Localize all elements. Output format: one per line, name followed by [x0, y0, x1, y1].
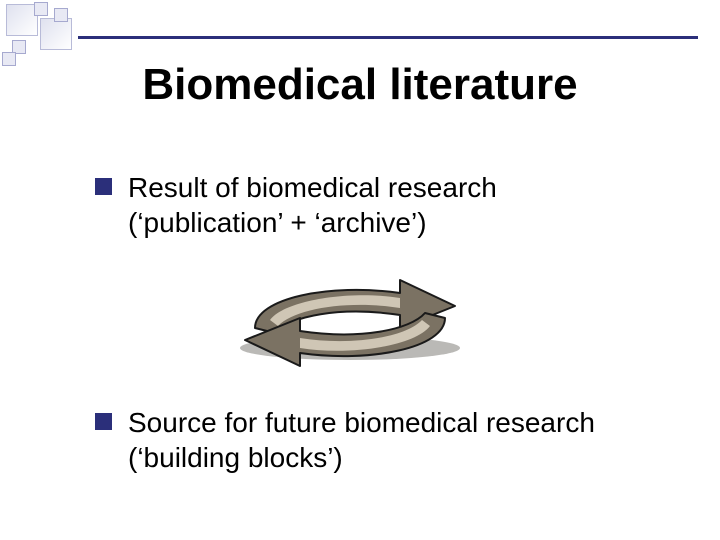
bullet-text-2: Source for future biomedical research (‘…	[128, 405, 635, 475]
cycle-arrows-graphic	[200, 278, 500, 368]
slide: Biomedical literature Result of biomedic…	[0, 0, 720, 540]
bullet-item-2: Source for future biomedical research (‘…	[95, 405, 635, 475]
bullet-marker-icon	[95, 413, 112, 430]
bullet-block-2: Source for future biomedical research (‘…	[95, 405, 635, 475]
bullet-text-1: Result of biomedical research (‘publicat…	[128, 170, 635, 240]
bullet-marker-icon	[95, 178, 112, 195]
corner-square-small-1	[34, 2, 48, 16]
bullet-block-1: Result of biomedical research (‘publicat…	[95, 170, 635, 240]
top-rule	[78, 36, 698, 39]
corner-square-big-2	[40, 18, 72, 50]
corner-square-small-2	[54, 8, 68, 22]
bullet-item-1: Result of biomedical research (‘publicat…	[95, 170, 635, 240]
slide-title: Biomedical literature	[0, 60, 720, 110]
cycle-arrows-icon	[200, 278, 500, 368]
